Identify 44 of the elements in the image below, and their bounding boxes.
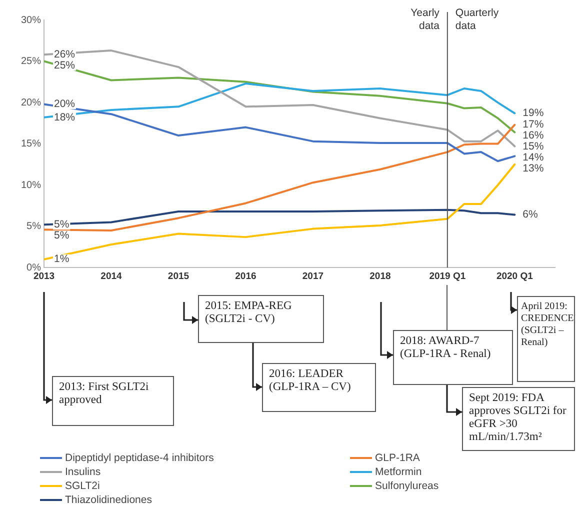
data-label: 14% <box>522 152 544 164</box>
data-label: 5% <box>54 230 70 242</box>
data-label: 20% <box>54 98 76 110</box>
x-tick-label: 2017 <box>302 270 324 282</box>
legend-label: Metformin <box>375 466 422 478</box>
x-tick-label: 2013 <box>33 270 55 282</box>
data-label: 17% <box>522 118 544 131</box>
y-tick-label: 30% <box>20 14 42 26</box>
data-label: 1% <box>54 253 70 266</box>
legend-label: Sulfonylureas <box>375 480 439 492</box>
x-tick-label: 2019 Q1 <box>429 270 466 282</box>
data-label: 13% <box>522 162 544 175</box>
data-label: 6% <box>522 208 538 221</box>
data-label: 19% <box>522 107 544 120</box>
text: Sept 2019: FDA approves SGLT2i for eGFR >30 mL/min/1.73m² <box>462 387 575 451</box>
text: April 2019: CREDENCE (SGLT2i – Renal) <box>517 296 575 382</box>
legend-label: SGLT2i <box>65 480 100 492</box>
x-tick-label: 2018 <box>370 270 391 282</box>
legend-label: Dipeptidyl peptidase-4 inhibitors <box>65 452 214 464</box>
legend-label: GLP-1RA <box>375 452 420 464</box>
text: 2013: First SGLT2i approved <box>52 376 174 426</box>
data-label: 26% <box>54 48 76 61</box>
text: 2016: LEADER (GLP-1RA – CV) <box>262 363 376 412</box>
y-tick-label: 10% <box>20 180 42 191</box>
data-label: 16% <box>522 130 544 142</box>
y-tick-label: 0% <box>26 262 42 274</box>
y-tick-label: 5% <box>26 221 42 232</box>
annotation: Quarterly data <box>455 7 500 32</box>
legend-label: Insulins <box>65 466 101 478</box>
ref-line-label: Yearly data <box>410 7 440 32</box>
text: 2015: EMPA-REG (SGLT2i - CV) <box>198 295 324 343</box>
data-label: 25% <box>54 60 76 72</box>
y-tick-label: 20% <box>20 97 42 108</box>
x-tick-label: 2015 <box>168 270 190 282</box>
data-label: 15% <box>522 140 544 153</box>
text: 2018: AWARD-7 (GLP-1RA - Renal) <box>393 330 513 385</box>
data-label: 5% <box>54 218 70 231</box>
y-tick-label: 25% <box>20 56 42 68</box>
x-tick-label: 2020 Q1 <box>496 270 534 282</box>
y-tick-label: 15% <box>20 138 42 150</box>
legend-label: Thiazolidinediones <box>65 494 152 506</box>
data-label: 18% <box>54 111 76 124</box>
x-tick-label: 2016 <box>235 270 256 282</box>
x-tick-label: 2014 <box>100 270 123 282</box>
